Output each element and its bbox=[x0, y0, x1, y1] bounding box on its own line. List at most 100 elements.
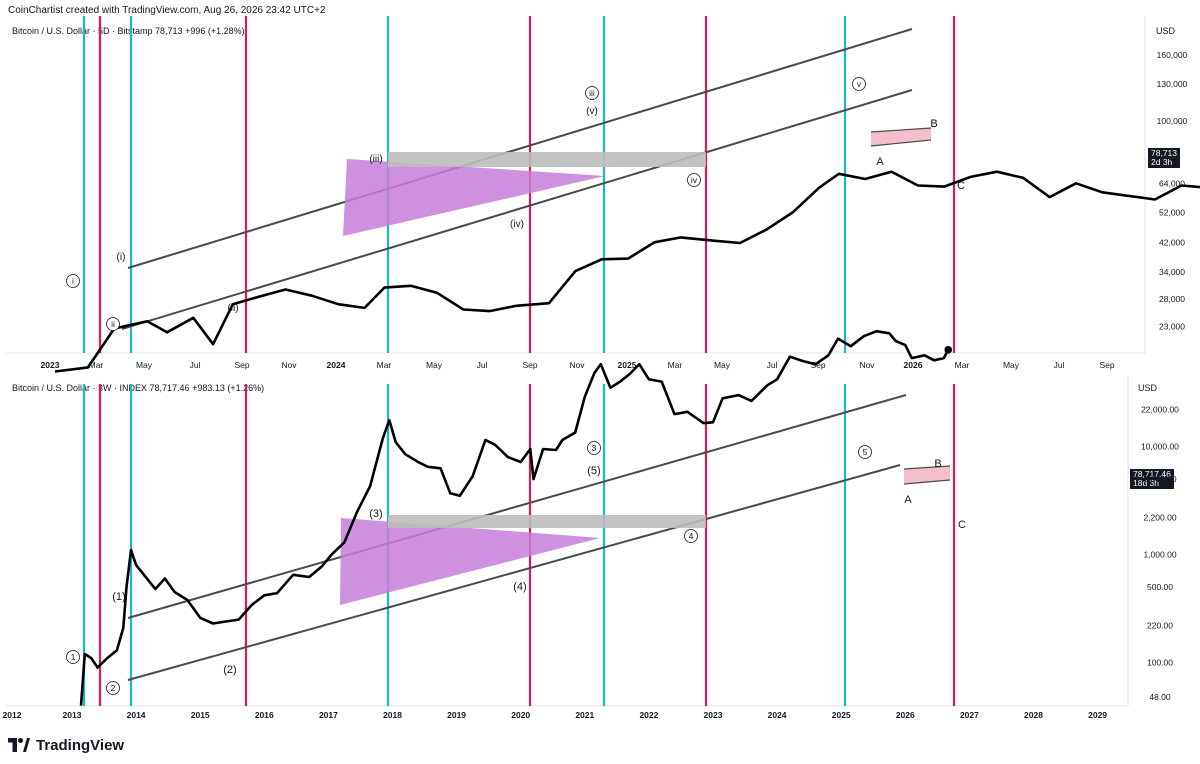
tradingview-logo-text: TradingView bbox=[36, 736, 125, 754]
bottom-y-tick-label: 48.00 bbox=[1149, 692, 1171, 702]
top-wave-label-iii-circle bbox=[585, 86, 599, 100]
bottom-x-tick-label: 2028 bbox=[1024, 710, 1043, 720]
top-ab-box-bottom bbox=[870, 139, 932, 147]
top-ab-box-top bbox=[870, 127, 932, 133]
bottom-x-tick-label: 2015 bbox=[191, 710, 210, 720]
top-x-tick-label: 2026 bbox=[904, 360, 923, 370]
top-last-price: 78,713 bbox=[1151, 148, 1177, 158]
bottom-lower-channel bbox=[127, 464, 901, 681]
top-wave-label-v: v bbox=[857, 79, 862, 89]
top-y-tick-label: 160,000 bbox=[1157, 50, 1188, 60]
top-x-tick-label: Sep bbox=[234, 360, 249, 370]
bottom-x-tick-label: 2027 bbox=[960, 710, 979, 720]
bottom-x-tick-label: 2013 bbox=[63, 710, 82, 720]
bottom-x-tick-label: 2022 bbox=[639, 710, 658, 720]
top-wave-label-i: i bbox=[72, 276, 74, 286]
top-wave-label-iii-paren: (iii) bbox=[369, 154, 382, 165]
bottom-last-price-tag: 78,717.46 18d 3h bbox=[1130, 469, 1174, 489]
top-wave-label-v-paren: (v) bbox=[586, 106, 598, 117]
tradingview-logo: TradingView bbox=[8, 735, 124, 755]
top-y-tick-label: 100,000 bbox=[1157, 116, 1188, 126]
top-wave-label-iii: iii bbox=[589, 88, 595, 98]
top-wave-label-iv-circle bbox=[687, 173, 701, 187]
bottom-wave-label-2-circle bbox=[106, 681, 120, 695]
bottom-x-tick-label: 2029 bbox=[1088, 710, 1107, 720]
bottom-wave-label-3-circle bbox=[587, 441, 601, 455]
bottom-last-point bbox=[944, 346, 953, 354]
top-x-tick-label: Jul bbox=[477, 360, 488, 370]
top-x-tick-label: May bbox=[426, 360, 443, 370]
top-wave-label-i-paren: (i) bbox=[117, 252, 126, 263]
bottom-wave-label-5: 5 bbox=[863, 447, 868, 457]
top-x-tick-label: 2024 bbox=[327, 360, 346, 370]
top-x-tick-label: Mar bbox=[89, 360, 104, 370]
top-x-tick-label: Mar bbox=[668, 360, 683, 370]
bottom-last-price: 78,717.46 bbox=[1133, 469, 1171, 479]
top-x-tick-label: Jul bbox=[190, 360, 201, 370]
top-y-tick-label: 130,000 bbox=[1157, 79, 1188, 89]
bottom-x-tick-label: 2014 bbox=[127, 710, 146, 720]
top-x-tick-label: Sep bbox=[810, 360, 825, 370]
bottom-y-tick-label: 1,000.00 bbox=[1143, 550, 1176, 560]
bottom-wave-label-2-paren: (2) bbox=[223, 664, 236, 676]
bottom-x-tick-label: 2018 bbox=[383, 710, 402, 720]
bottom-wave-label-1: 1 bbox=[71, 652, 76, 662]
tradingview-logo-icon bbox=[8, 738, 30, 752]
top-wave-label-v-circle bbox=[852, 77, 866, 91]
bottom-wave-label-4: 4 bbox=[689, 531, 694, 541]
bottom-x-tick-label: 2012 bbox=[3, 710, 22, 720]
top-y-tick-label: 52,000 bbox=[1159, 207, 1185, 217]
top-y-tick-label: 34,000 bbox=[1159, 267, 1185, 277]
bottom-wave-label-5-circle bbox=[858, 445, 872, 459]
top-x-tick-label: Jul bbox=[767, 360, 778, 370]
bottom-y-tick-label: 10,000.00 bbox=[1141, 442, 1179, 452]
top-wave-label-ii: ii bbox=[111, 319, 115, 329]
bottom-wave-label-4-circle bbox=[684, 529, 698, 543]
bottom-wave-label-3: 3 bbox=[592, 443, 597, 453]
top-price-series bbox=[54, 170, 1200, 373]
top-axis-unit: USD bbox=[1156, 26, 1176, 36]
bottom-x-tick-label: 2017 bbox=[319, 710, 338, 720]
top-lower-channel bbox=[121, 89, 913, 330]
top-x-tick-label: Mar bbox=[377, 360, 392, 370]
top-wave-label-iv: iv bbox=[691, 175, 698, 185]
bottom-x-tick-label: 2020 bbox=[511, 710, 530, 720]
bottom-x-tick-label: 2016 bbox=[255, 710, 274, 720]
top-x-tick-label: Sep bbox=[1099, 360, 1114, 370]
top-wave-label-ii-circle bbox=[106, 317, 120, 331]
bottom-wave-label-3-paren: (3) bbox=[369, 508, 382, 520]
top-x-tick-label: May bbox=[714, 360, 731, 370]
bottom-ab-box-bottom bbox=[903, 479, 951, 485]
top-y-tick-label: 42,000 bbox=[1159, 237, 1185, 247]
bottom-wave-label-1-paren: (1) bbox=[112, 591, 125, 603]
top-countdown: 2d 3h bbox=[1151, 157, 1173, 167]
bottom-x-tick-label: 2024 bbox=[768, 710, 787, 720]
bottom-axis-unit: USD bbox=[1138, 383, 1158, 393]
top-x-tick-label: Nov bbox=[569, 360, 585, 370]
top-x-tick-label: Jul bbox=[1054, 360, 1065, 370]
bottom-wave-label-4-paren: (4) bbox=[513, 581, 526, 593]
top-last-price-tag: 78,713 2d 3h bbox=[1148, 148, 1180, 168]
top-wave-label-ii-paren: (ii) bbox=[227, 303, 238, 314]
top-wave-label-C: C bbox=[957, 180, 965, 192]
bottom-y-tick-label: 2,200.00 bbox=[1143, 513, 1176, 523]
top-x-tick-label: Sep bbox=[522, 360, 537, 370]
bottom-wave-label-2: 2 bbox=[111, 683, 116, 693]
bottom-chart-title: Bitcoin / U.S. Dollar · 3W · INDEX 78,71… bbox=[12, 383, 265, 393]
bottom-x-tick-label: 2019 bbox=[447, 710, 466, 720]
top-wave-label-B: B bbox=[930, 118, 937, 130]
bottom-y-tick-label: 500.00 bbox=[1147, 582, 1173, 592]
bottom-y-tick-label: 220.00 bbox=[1147, 621, 1173, 631]
top-resistance-band bbox=[388, 152, 706, 167]
bottom-y-tick-label: 5,000.00 bbox=[1143, 474, 1176, 484]
bottom-wave-label-1-circle bbox=[66, 650, 80, 664]
bottom-triangle bbox=[340, 518, 600, 605]
top-y-tick-label: 23,000 bbox=[1159, 322, 1185, 332]
chart-credit: CoinChartist created with TradingView.co… bbox=[8, 5, 326, 16]
top-wave-label-iv-paren: (iv) bbox=[510, 219, 524, 230]
bottom-upper-channel bbox=[127, 394, 907, 619]
bottom-x-tick-label: 2026 bbox=[896, 710, 915, 720]
top-x-tick-label: May bbox=[136, 360, 153, 370]
bottom-price-series bbox=[79, 329, 950, 706]
